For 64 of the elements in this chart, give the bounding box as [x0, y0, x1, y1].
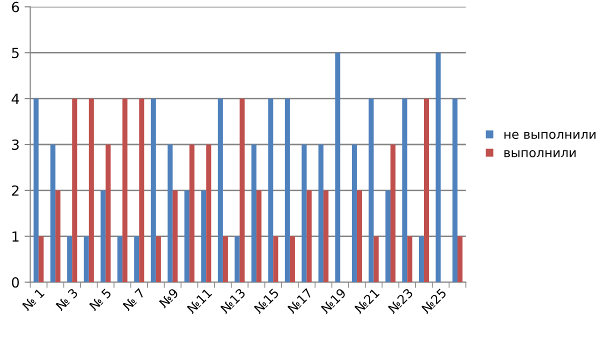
bar: [374, 236, 379, 282]
bar: [134, 236, 140, 282]
bar: [168, 144, 173, 282]
y-tick-label: 6: [12, 2, 19, 12]
bar: [88, 98, 94, 282]
x-tick-label: № 7: [122, 288, 146, 312]
bar: [407, 236, 412, 282]
bar: [150, 98, 156, 282]
bar: [256, 190, 262, 282]
y-tick-label: 2: [12, 185, 18, 196]
bar: [55, 190, 60, 282]
bar: [50, 144, 56, 282]
bar: [117, 236, 122, 282]
bar: [184, 190, 190, 282]
y-tick-label: 3: [12, 139, 19, 150]
bar: [302, 144, 307, 282]
y-tick-label: 1: [12, 231, 19, 242]
bar: [100, 190, 106, 282]
bar: [273, 236, 278, 282]
bar: [251, 144, 256, 282]
bar: [218, 98, 223, 282]
bar: [106, 144, 111, 282]
bar: [222, 236, 228, 282]
bar: [356, 190, 362, 282]
bar: [284, 98, 290, 282]
bar: [268, 98, 274, 282]
bar: [206, 144, 212, 282]
bar: [156, 236, 161, 282]
x-tick-label: № 5: [88, 288, 112, 312]
bar: [122, 98, 128, 282]
bar: [172, 190, 178, 282]
bar: [390, 144, 396, 282]
y-tick-label: 0: [12, 277, 19, 288]
bar: [67, 236, 72, 282]
x-tick-label: № 1: [22, 288, 45, 312]
bar: [139, 98, 144, 282]
bar: [38, 236, 44, 282]
bar: [290, 236, 295, 282]
legend-label: не выполнили: [504, 132, 596, 139]
bar: [452, 98, 458, 282]
bar: [323, 190, 328, 282]
x-tick-label: №9: [158, 288, 179, 308]
bar: [72, 98, 78, 282]
bar: [306, 190, 312, 282]
bar: [240, 98, 245, 282]
x-tick-label: № 3: [54, 288, 78, 312]
y-tick-label: 4: [12, 94, 20, 104]
bar: [424, 98, 429, 282]
legend-label: выполнили: [504, 150, 576, 158]
bar: [368, 98, 374, 282]
bar: [201, 190, 206, 282]
bar: [402, 98, 408, 282]
bar: [189, 144, 194, 282]
bar: [335, 52, 340, 282]
bar: [234, 236, 240, 282]
bar: [457, 236, 462, 282]
bar: [436, 52, 441, 282]
bar: [34, 98, 39, 282]
bar: [418, 236, 424, 282]
bar: [84, 236, 89, 282]
bar: [385, 190, 390, 282]
bar: [352, 144, 357, 282]
y-tick-label: 5: [12, 48, 19, 58]
bar: [318, 144, 324, 282]
